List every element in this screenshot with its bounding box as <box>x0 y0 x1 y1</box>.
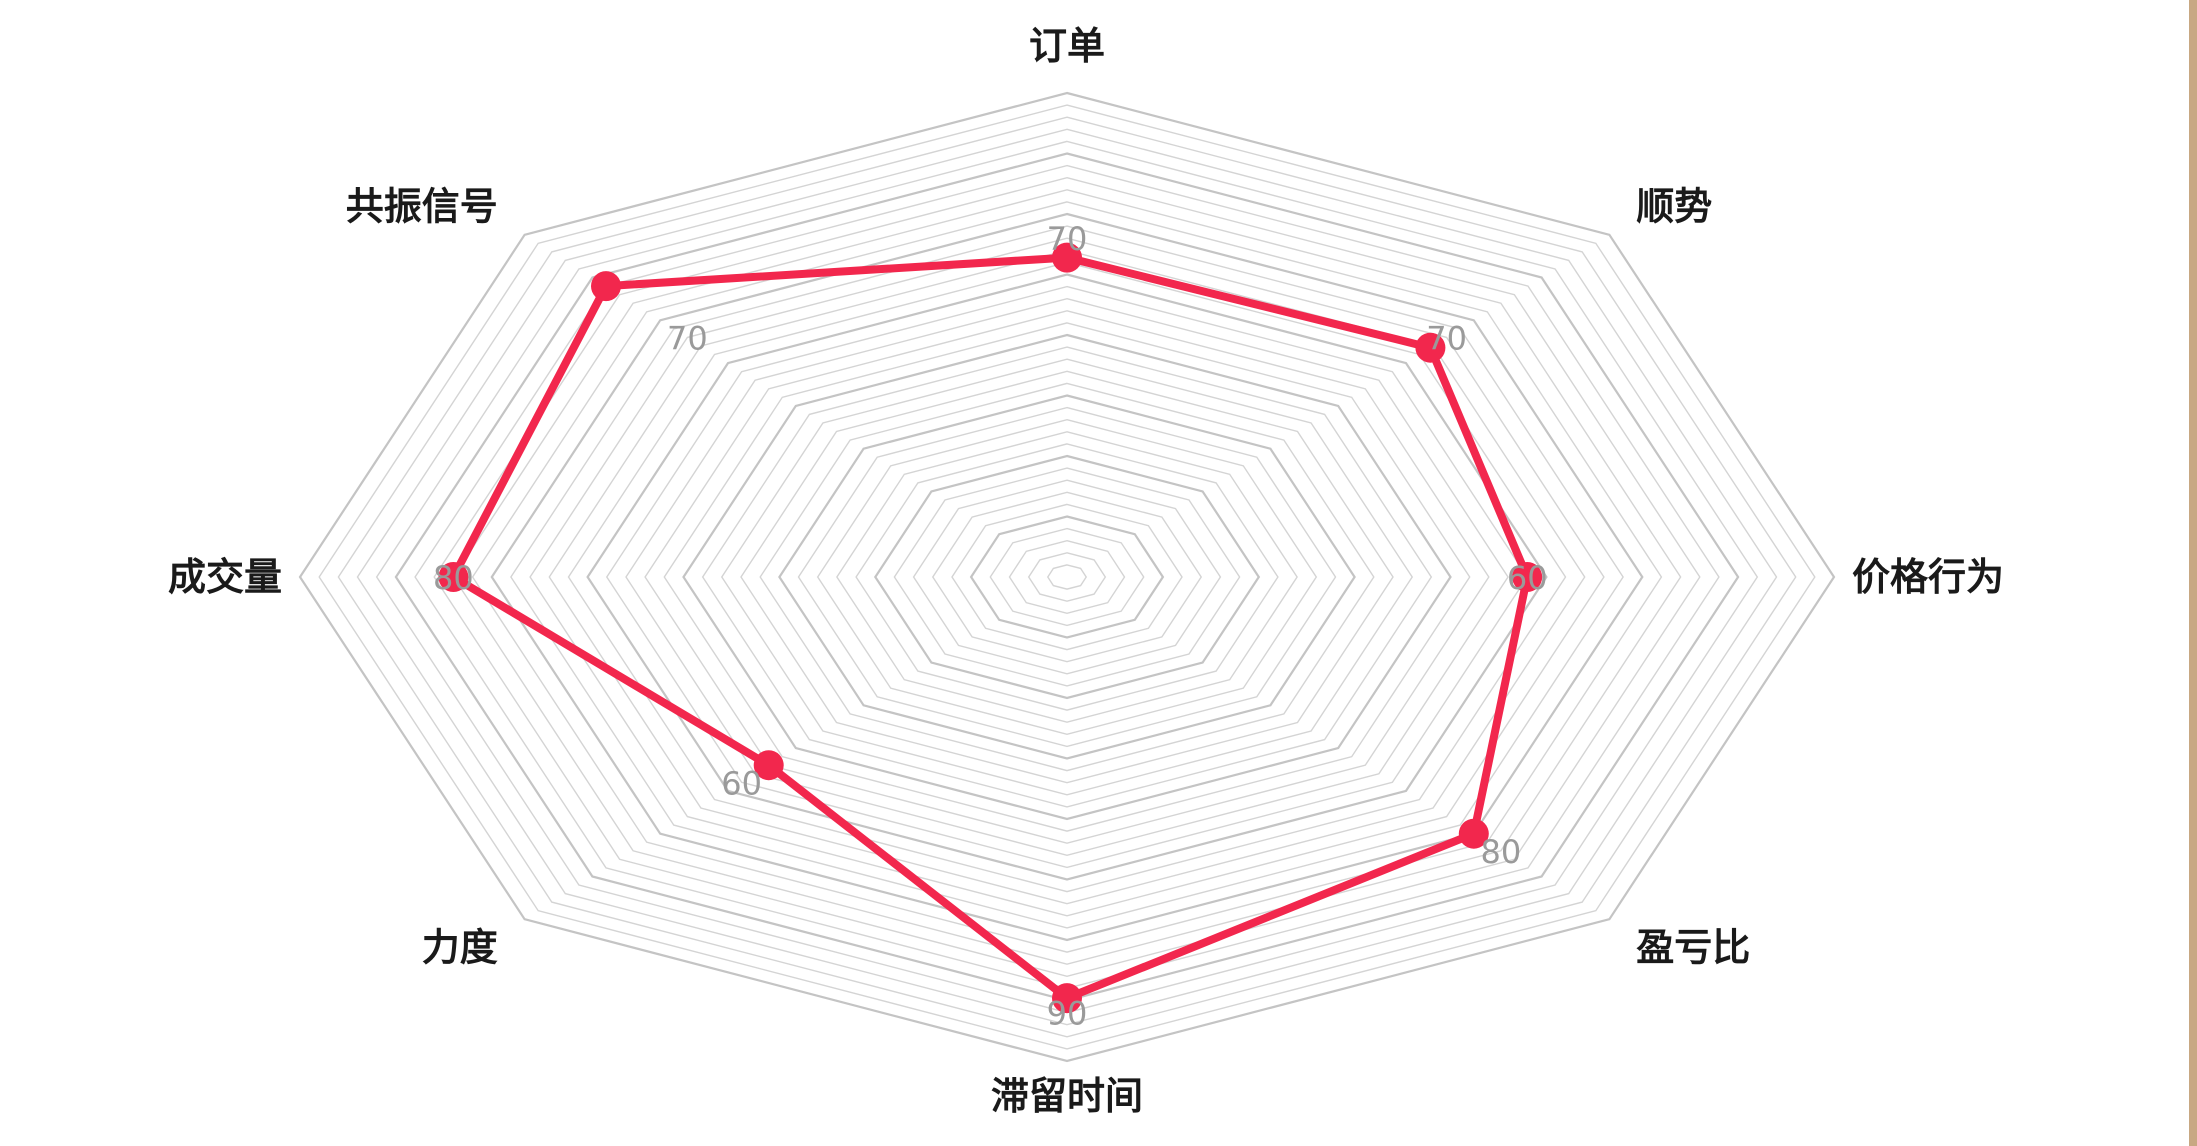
grid-ring <box>1027 552 1107 602</box>
axis-label: 盈亏比 <box>1636 926 1750 970</box>
data-point[interactable] <box>591 271 621 302</box>
data-point[interactable] <box>1052 983 1082 1014</box>
grid-ring <box>625 297 1509 857</box>
data-point[interactable] <box>753 750 784 781</box>
grid-ring <box>586 273 1548 881</box>
data-point[interactable] <box>1458 818 1489 849</box>
data-point[interactable] <box>1052 242 1082 273</box>
grid-ring <box>452 189 1682 965</box>
tick-label: 60 <box>721 764 762 802</box>
grid-ring <box>740 370 1394 784</box>
grid-ring <box>720 358 1414 796</box>
tick-label: 80 <box>433 559 474 597</box>
grid-ring <box>356 128 1778 1026</box>
tick-label: 60 <box>1507 559 1548 597</box>
axis-label: 滞留时间 <box>991 1074 1143 1118</box>
grid-ring <box>1008 539 1126 615</box>
grid-ring <box>893 467 1241 687</box>
tick-label: 70 <box>1047 220 1088 258</box>
axis-label: 力度 <box>422 926 498 970</box>
grid-ring <box>989 527 1145 627</box>
grid-ring <box>567 261 1567 893</box>
grid-ring <box>969 515 1165 639</box>
axis-label: 价格行为 <box>1852 555 2004 599</box>
data-point[interactable] <box>438 562 469 592</box>
data-point[interactable] <box>1415 332 1446 363</box>
right-border <box>2189 0 2197 1146</box>
grid-ring <box>490 212 1644 942</box>
axis-label: 订单 <box>1029 24 1105 68</box>
tick-label: 80 <box>1481 833 1522 871</box>
grid-ring <box>605 285 1529 869</box>
grid-ring <box>759 382 1375 772</box>
tick-label: 70 <box>1426 319 1467 357</box>
grid-ring <box>816 418 1318 736</box>
axis-label: 顺势 <box>1636 185 1712 229</box>
grid-ring <box>912 479 1222 675</box>
grid-ring <box>337 116 1797 1038</box>
grid-ring <box>701 346 1433 808</box>
grid-ring <box>1046 564 1088 590</box>
grid-ring <box>778 394 1356 760</box>
grid-ring <box>318 104 1816 1050</box>
grid-ring <box>471 201 1663 953</box>
series-line <box>449 253 1532 1003</box>
axis-label: 共振信号 <box>346 185 498 229</box>
radar-series <box>438 242 1543 1014</box>
grid-ring <box>931 491 1203 663</box>
grid-ring <box>510 225 1624 929</box>
grid-ring <box>682 333 1452 821</box>
tick-label: 70 <box>667 319 708 357</box>
grid-ring <box>433 176 1701 978</box>
grid-ring <box>951 503 1183 651</box>
grid-ring <box>529 237 1605 917</box>
radar-grid <box>298 91 1836 1063</box>
grid-ring <box>836 431 1298 723</box>
grid-ring <box>873 454 1261 700</box>
grid-ring <box>298 91 1836 1063</box>
grid-ring <box>797 406 1337 748</box>
grid-ring <box>644 310 1490 844</box>
tick-labels: 70 70 60 80 90 60 80 70 <box>433 220 1548 1032</box>
axis-label: 成交量 <box>168 555 282 599</box>
grid-ring <box>855 443 1279 711</box>
data-point[interactable] <box>1512 562 1543 592</box>
grid-ring <box>548 249 1586 905</box>
tick-label: 90 <box>1047 995 1088 1033</box>
grid-ring <box>663 322 1471 832</box>
